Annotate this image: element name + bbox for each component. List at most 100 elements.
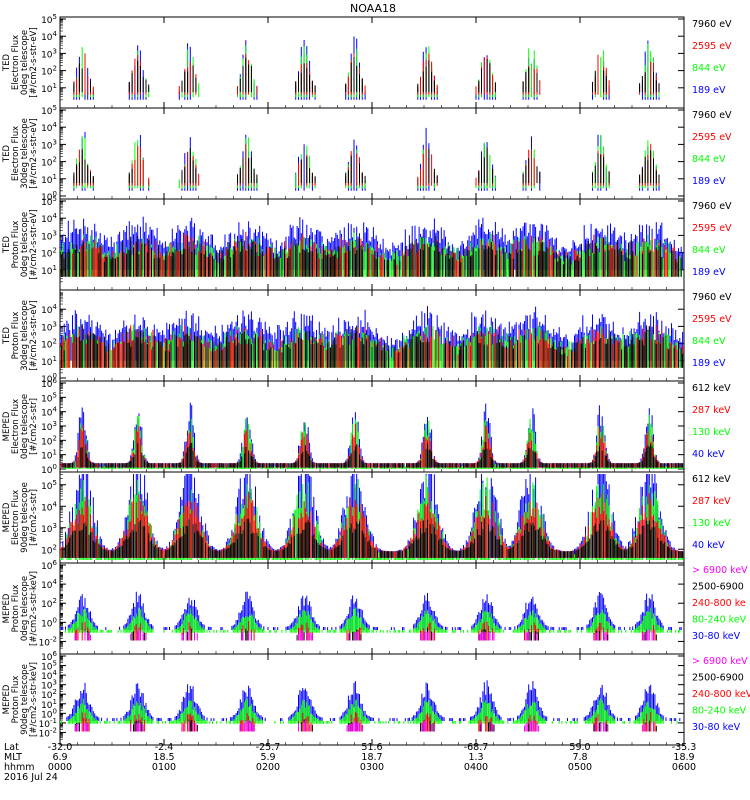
legend-entry: 844 eV	[692, 245, 726, 256]
legend-entry: 2595 eV	[692, 223, 732, 234]
x-axis-row-value: 0100	[152, 762, 176, 773]
y-axis-label: MEPEDElectron Flux90deg telescope[#/cm2-…	[2, 482, 39, 553]
x-axis-row-value: -25.7	[256, 742, 281, 753]
panel-frame	[59, 380, 685, 473]
series-red-trace	[73, 143, 660, 186]
y-tick-label: 101	[41, 82, 57, 95]
y-axis-label-line: [#/cm2-s-str-eV]	[29, 118, 39, 188]
legend-entry: 40 keV	[692, 449, 725, 460]
legend-entry: 2500-6900	[692, 582, 744, 593]
panel-frame	[59, 107, 685, 200]
x-axis-row-value: -68.7	[464, 742, 489, 753]
x-axis-row-label: hhmm	[4, 762, 35, 773]
panel-8: 10-210-1100101102103104105106MEPEDProton…	[2, 650, 750, 746]
legend-entry: 844 eV	[692, 336, 726, 347]
series-black-trace	[73, 147, 660, 184]
y-tick-label: 104	[41, 303, 57, 316]
legend-entry: 7960 eV	[692, 19, 732, 30]
y-tick-label: 104	[41, 578, 57, 591]
legend-entry: 2500-6900	[692, 673, 744, 684]
x-axis-row-value: 7.8	[572, 752, 587, 763]
legend-entry: > 6900 keV	[692, 565, 748, 576]
y-axis-label: TEDElectron Flux30deg telescope[#/cm2-s-…	[2, 118, 39, 189]
series-magenta-trace	[74, 629, 654, 641]
x-axis-row-value: 51.6	[361, 742, 382, 753]
y-tick-label: 102	[41, 597, 57, 610]
y-tick-label: 102	[41, 434, 57, 447]
series-traces	[60, 591, 682, 641]
series-magenta-trace	[74, 719, 654, 732]
y-axis-label-line: 30deg telescope	[20, 118, 30, 189]
y-tick-label: 104	[41, 121, 57, 134]
y-axis-label-line: Proton Flux	[11, 221, 21, 269]
series-green-trace	[63, 414, 684, 469]
x-axis-row-value: 18.7	[361, 752, 382, 763]
legend-entry: 612 keV	[692, 383, 731, 394]
legend-entry: 7960 eV	[692, 292, 732, 303]
x-axis-row-value: 0400	[464, 762, 488, 773]
y-axis-label-line: 0deg telescope	[20, 212, 30, 277]
series-red-trace	[81, 711, 656, 732]
y-tick-label: 102	[41, 65, 57, 78]
y-tick-label: 105	[41, 104, 57, 117]
y-axis-label-line: Electron Flux	[11, 490, 21, 545]
y-tick-label: 101	[41, 264, 57, 277]
y-axis-label: TEDElectron Flux0deg telescope[#/cm2-s-s…	[2, 27, 39, 97]
y-axis-label-line: [#/cm2-s-str-keV]	[29, 662, 39, 737]
legend-entry: 130 keV	[692, 427, 731, 438]
series-black-trace	[60, 442, 684, 468]
y-axis-label-line: [#/cm2-s-str-keV]	[29, 571, 39, 646]
x-axis-row-value: 0200	[256, 762, 280, 773]
series-traces	[73, 127, 660, 191]
legend-entry: 80-240 keV	[692, 706, 747, 717]
x-axis-row-value: -2.4	[155, 742, 174, 753]
y-axis-label-line: Electron Flux	[11, 399, 21, 454]
y-tick-label: 103	[41, 320, 57, 333]
y-tick-label: 100	[41, 463, 57, 476]
y-axis-label-line: TED	[2, 326, 12, 345]
y-tick-label: 104	[41, 30, 57, 43]
series-blue-trace	[66, 680, 681, 721]
y-tick-label: 105	[41, 13, 57, 26]
series-blue-trace	[73, 127, 660, 191]
legend-entry: 2595 eV	[692, 41, 732, 52]
legend-entry: 7960 eV	[692, 201, 732, 212]
y-axis-label-line: 0deg telescope	[20, 394, 30, 459]
legend-entry: 189 eV	[692, 358, 726, 369]
legend-entry: 30-80 keV	[692, 631, 741, 642]
x-axis-row-value: 0300	[360, 762, 384, 773]
date-label: 2016 Jul 24	[4, 772, 58, 783]
series-traces	[60, 680, 681, 732]
x-axis-row-value: 6.9	[52, 752, 67, 763]
y-axis-label-line: Electron Flux	[11, 126, 21, 181]
y-tick-label: 106	[41, 559, 57, 572]
x-axis-row-label: Lat	[4, 742, 19, 753]
legend-entry: 844 eV	[692, 63, 726, 74]
x-axis: Lat -32.0 -2.4 -25.7 51.6 -68.7 59.0 -35.3 MLT 6.…	[4, 742, 696, 783]
legend-entry: 844 eV	[692, 154, 726, 165]
y-tick-label: 102	[41, 543, 57, 556]
panel-frame	[59, 562, 685, 655]
x-axis-row-value: 0000	[48, 762, 72, 773]
y-axis-label: TEDProton Flux0deg telescope[#/cm2-s-str…	[2, 209, 39, 279]
y-tick-label: 103	[41, 420, 57, 433]
legend-entry: > 6900 keV	[692, 656, 748, 667]
y-axis-label-line: Electron Flux	[11, 35, 21, 90]
series-red-trace	[73, 53, 657, 95]
legend-entry: 30-80 keV	[692, 722, 741, 733]
y-axis-label-line: 0deg telescope	[20, 576, 30, 641]
legend-entry: 130 keV	[692, 518, 731, 529]
legend-entry: 612 keV	[692, 474, 731, 485]
series-green-trace	[65, 607, 681, 633]
series-blue-trace	[60, 591, 682, 630]
legend-entry: 2595 eV	[692, 132, 732, 143]
y-axis-label-line: [#/cm2-s-str-eV]	[29, 209, 39, 279]
y-axis-label-line: Proton Flux	[11, 585, 21, 633]
